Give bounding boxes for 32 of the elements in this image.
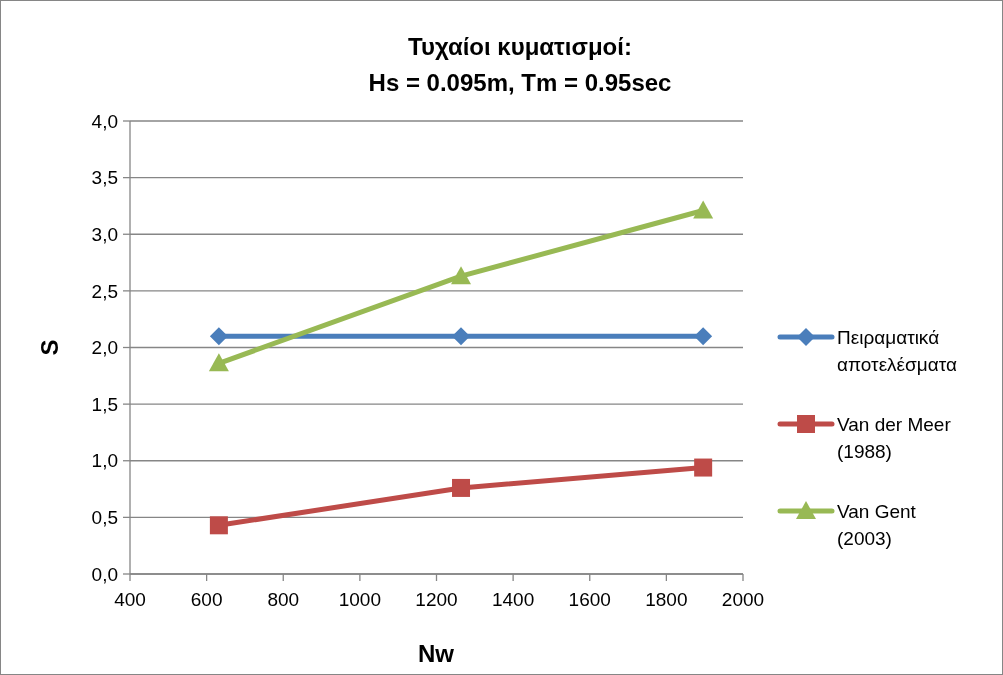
x-tick-label: 600 (190, 589, 223, 610)
x-axis-title: Nw (418, 640, 455, 667)
legend-label: Van der Meer (1988) (837, 413, 952, 463)
x-tick-label: 400 (114, 589, 146, 610)
y-tick-label: 2,0 (91, 337, 118, 359)
y-tick-label: 0,5 (91, 507, 118, 529)
x-tick-label: 2000 (721, 589, 765, 610)
y-tick-label: 0,0 (91, 563, 118, 585)
point (209, 327, 228, 346)
legend-label: Πειραματικά αποτελέσματα (837, 326, 957, 376)
point (452, 478, 471, 497)
y-tick-label: 2,5 (91, 280, 118, 302)
point (694, 327, 713, 346)
x-tick-label: 1200 (415, 589, 458, 610)
point (209, 516, 228, 535)
point (208, 353, 229, 372)
chart-title: Τυχαίοι κυματισμοί: Hs = 0.095m, Tm = 0.95sec (368, 33, 672, 96)
point (451, 266, 472, 285)
y-tick-label: 3,0 (91, 223, 118, 245)
legend-label: Van Gent (2003) (837, 500, 917, 550)
point (693, 200, 714, 219)
y-tick-label: 3,5 (91, 167, 118, 189)
point (694, 458, 713, 477)
y-axis-title: S (36, 339, 63, 356)
x-tick-label: 1800 (645, 589, 688, 610)
x-tick-label: 1000 (338, 589, 382, 610)
y-tick-label: 1,0 (91, 450, 118, 472)
x-tick-label: 1600 (568, 589, 611, 610)
y-tick-label: 1,5 (91, 393, 118, 415)
x-tick-label: 1400 (491, 589, 535, 610)
x-tick-label: 800 (267, 589, 300, 610)
y-tick-label: 4,0 (91, 110, 118, 132)
